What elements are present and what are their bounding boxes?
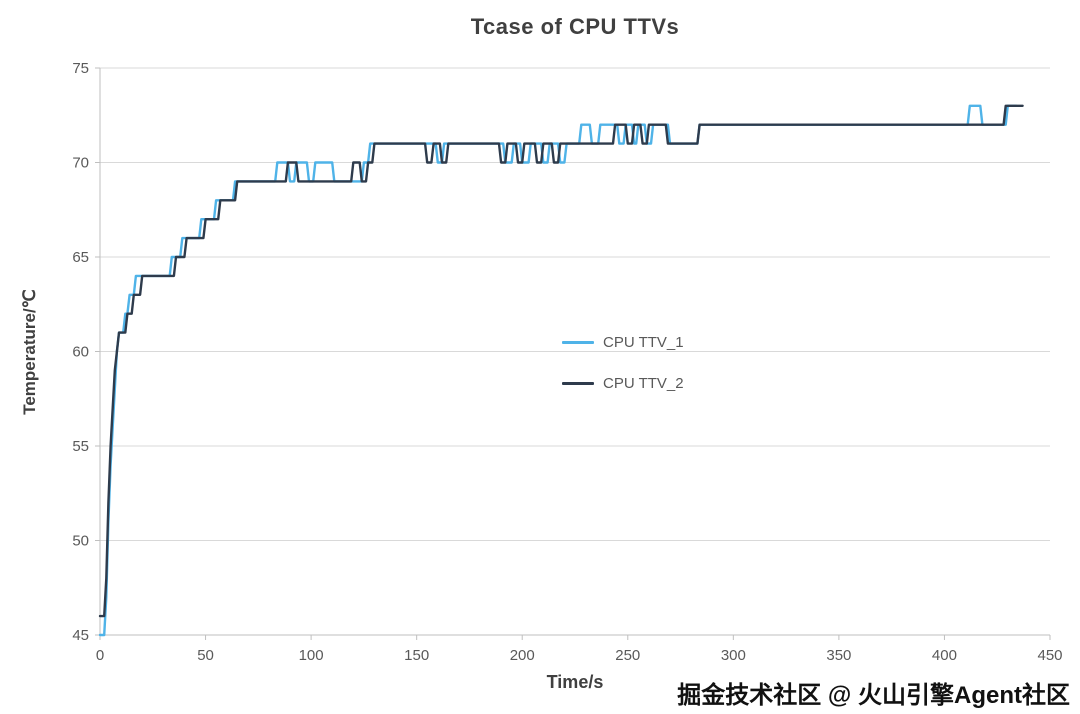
y-tick-label: 75 [72, 60, 89, 77]
x-tick-label: 0 [96, 647, 104, 664]
legend-label: CPU TTV_2 [603, 375, 684, 392]
y-tick-label: 60 [72, 344, 89, 361]
x-tick-label: 450 [1037, 647, 1062, 664]
x-tick-label: 150 [404, 647, 429, 664]
series-line-2 [98, 104, 1024, 618]
x-tick-label: 350 [826, 647, 851, 664]
y-tick-label: 65 [72, 249, 89, 266]
x-tick-label: 200 [510, 647, 535, 664]
x-tick-label: 300 [721, 647, 746, 664]
legend-item: CPU TTV_1 [562, 334, 684, 351]
x-axis-label: Time/s [546, 672, 604, 692]
x-tick-label: 100 [299, 647, 324, 664]
series1-line-swatch [562, 341, 594, 344]
x-tick-label: 400 [932, 647, 957, 664]
x-tick-label: 50 [197, 647, 214, 664]
legend: CPU TTV_1 CPU TTV_2 [562, 334, 684, 392]
series-group [98, 104, 1024, 637]
y-tick-label: 50 [72, 533, 89, 550]
y-tick-label: 45 [72, 627, 89, 644]
legend-label: CPU TTV_1 [603, 334, 684, 351]
tick-labels-group: 45 50 55 60 65 70 75 0 50 100 150 200 250 300 350 400 45… [72, 60, 1062, 664]
page-title: Tcase of CPU TTVs [470, 14, 680, 39]
series2-line-swatch [562, 382, 594, 385]
y-tick-label: 55 [72, 438, 89, 455]
watermark: 掘金技术社区 @ 火山引擎Agent社区 [677, 682, 1070, 709]
y-tick-label: 70 [72, 155, 89, 172]
legend-item: CPU TTV_2 [562, 375, 684, 392]
x-tick-label: 250 [615, 647, 640, 664]
